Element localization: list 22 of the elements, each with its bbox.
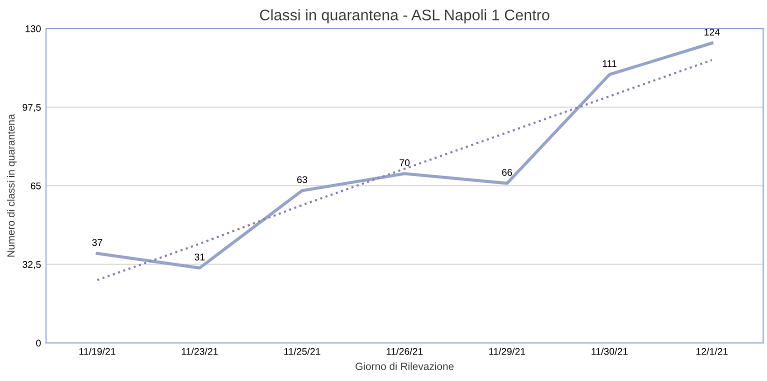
x-axis-title: Giorno di Rilevazione — [356, 362, 454, 370]
data-label: 124 — [704, 28, 720, 36]
x-tick-label: 12/1/21 — [696, 348, 728, 355]
y-tick-label: 32,5 — [22, 261, 41, 270]
y-tick-label: 130 — [26, 25, 41, 32]
data-label: 66 — [502, 168, 512, 176]
data-label: 70 — [400, 159, 410, 166]
y-tick-label: 65 — [30, 182, 41, 190]
y-tick-label: 97,5 — [22, 104, 41, 112]
data-label: 63 — [297, 176, 308, 184]
x-tick-label: 11/26/21 — [386, 348, 423, 355]
data-label: 31 — [194, 254, 205, 260]
x-tick-label: 11/25/21 — [284, 348, 320, 355]
data-label: 111 — [602, 60, 616, 67]
x-tick-label: 11/23/21 — [182, 348, 218, 355]
x-tick-label: 11/29/21 — [489, 348, 526, 355]
x-tick-label: 11/19/21 — [79, 348, 116, 355]
y-tick-label: 0 — [36, 340, 41, 347]
y-axis-title: Numero di classi in quarantena — [6, 114, 17, 257]
chart-title: Classi in quarantena - ASL Napoli 1 Centro — [260, 9, 550, 24]
data-label: 37 — [92, 239, 102, 246]
x-tick-label: 11/30/21 — [592, 348, 628, 355]
